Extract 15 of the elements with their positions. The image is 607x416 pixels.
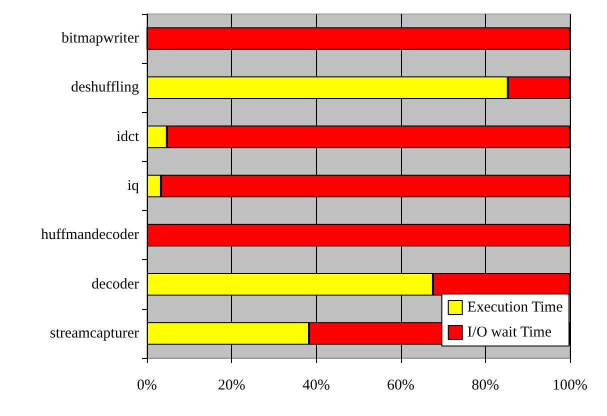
y-tick-label: idct — [116, 128, 140, 145]
x-tick-label: 20% — [218, 378, 246, 394]
y-tick-label: bitmapwriter — [62, 30, 139, 47]
y-tick-label: deshuffling — [70, 80, 140, 96]
y-tick-label: huffmandecoder — [40, 227, 139, 244]
x-tick-label: 40% — [302, 378, 330, 394]
x-tick-label: 80% — [472, 378, 500, 394]
legend-label: Execution Time — [467, 300, 564, 316]
y-tick-label: iq — [127, 178, 140, 194]
legend-label: I/O wait Time — [467, 324, 552, 340]
y-tick-label: streamcapturer — [50, 325, 139, 342]
x-tick-label: 60% — [387, 378, 415, 394]
x-tick-label: 0% — [137, 378, 157, 394]
y-tick-label: decoder — [92, 276, 140, 292]
x-tick-label: 100% — [552, 378, 588, 394]
